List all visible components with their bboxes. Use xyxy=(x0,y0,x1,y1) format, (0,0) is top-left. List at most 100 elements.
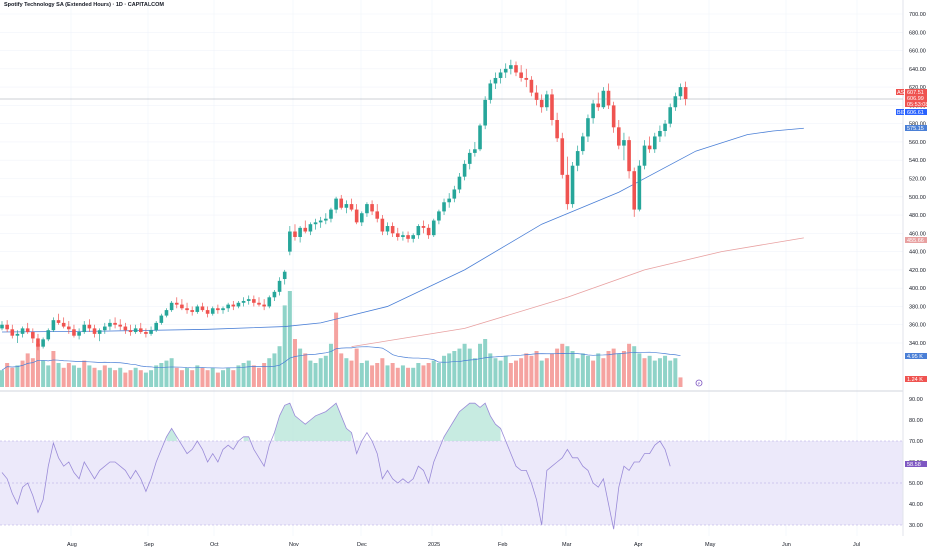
volume-bar xyxy=(544,358,549,387)
volume-bar xyxy=(51,351,56,387)
volume-bar xyxy=(215,372,220,387)
rsi-overbought-area xyxy=(274,403,352,441)
candle-body xyxy=(611,105,616,128)
volume-bar xyxy=(478,343,483,387)
volume-bar xyxy=(138,370,143,387)
candle-body xyxy=(411,235,415,239)
volume-bar xyxy=(257,367,261,387)
volume-bar xyxy=(616,353,621,387)
price-tick-label: 380.00 xyxy=(909,304,926,310)
price-tick-label: 360.00 xyxy=(909,323,926,329)
volume-bar xyxy=(663,355,668,387)
candle-body xyxy=(647,145,652,150)
volume-bar xyxy=(66,363,71,387)
volume-bar xyxy=(61,367,66,387)
candle-body xyxy=(318,220,323,223)
volume-bar xyxy=(282,305,287,387)
candle-body xyxy=(339,198,344,208)
volume-bar xyxy=(323,355,328,387)
candle-body xyxy=(288,231,292,252)
candle-body xyxy=(5,324,9,330)
candle-body xyxy=(31,332,35,339)
volume-bar xyxy=(56,363,61,387)
volume-bar xyxy=(128,370,133,387)
time-tick-label: Oct xyxy=(210,542,219,548)
candle-body xyxy=(180,304,184,309)
time-tick-label: May xyxy=(705,542,716,548)
rsi-overbought-area xyxy=(243,436,249,441)
candle-body xyxy=(241,300,246,303)
candle-body xyxy=(149,330,153,334)
volume-bar xyxy=(20,360,25,387)
candle-body xyxy=(678,87,683,97)
volume-bar xyxy=(174,367,179,387)
volume-bar xyxy=(154,365,159,387)
bid-value: 606.61 xyxy=(907,110,924,116)
rsi-tick-label: 90.00 xyxy=(909,397,923,403)
candle-body xyxy=(473,149,477,153)
volume-bar xyxy=(87,365,92,387)
volume-bar xyxy=(452,351,457,387)
volume-bar xyxy=(359,363,364,387)
volume-bar xyxy=(611,348,616,387)
volume-bar xyxy=(185,367,190,387)
price-tick-label: 680.00 xyxy=(909,30,926,36)
candle-body xyxy=(375,211,380,219)
time-tick-label: Jun xyxy=(782,542,791,548)
rsi-tick-label: 50.00 xyxy=(909,481,923,487)
time-tick-label: 2025 xyxy=(428,542,440,548)
volume-bar xyxy=(200,367,205,387)
ma50-badge: 575.15 xyxy=(905,125,927,132)
volume-bar xyxy=(318,358,323,387)
volume-bar xyxy=(46,365,51,387)
volume-bars xyxy=(0,291,683,387)
price-tick-label: 440.00 xyxy=(909,250,926,256)
time-tick-label: Feb xyxy=(498,542,507,548)
rsi-badge: 58.58 xyxy=(905,461,927,468)
candle-body xyxy=(329,209,333,219)
volume-bar xyxy=(298,348,303,387)
candle-body xyxy=(493,77,498,84)
candle-body xyxy=(545,94,549,108)
volume-bar xyxy=(77,367,82,387)
candle-body xyxy=(596,103,601,108)
price-tick-label: 660.00 xyxy=(909,49,926,55)
candle-body xyxy=(103,326,107,331)
volume-bar xyxy=(395,367,400,387)
candle-body xyxy=(164,310,169,316)
candle-body xyxy=(303,227,308,232)
candle-body xyxy=(606,90,611,106)
moving-averages xyxy=(1,127,804,348)
volume-ma-value: 4.95 K xyxy=(907,354,923,360)
rsi-tick-label: 70.00 xyxy=(909,439,923,445)
volume-bar xyxy=(25,353,30,387)
volume-bar xyxy=(472,358,477,387)
candle-body xyxy=(61,322,66,327)
volume-ma-line xyxy=(1,346,681,371)
time-tick-label: Dec xyxy=(357,542,367,548)
candle-body xyxy=(159,315,164,323)
candle-body xyxy=(575,151,580,166)
ask-badge: ASK 607.51 xyxy=(896,89,927,96)
volume-bar xyxy=(555,348,560,387)
volume-bar xyxy=(642,358,647,387)
volume-bar xyxy=(169,358,174,387)
candle-body xyxy=(467,152,472,164)
candle-body xyxy=(565,174,570,205)
candle-body xyxy=(108,322,112,327)
volume-bar xyxy=(529,355,534,387)
price-tick-label: 340.00 xyxy=(909,341,926,347)
volume-bar xyxy=(354,348,359,387)
candle-body xyxy=(313,222,318,225)
volume-bar xyxy=(287,291,292,387)
candle-body xyxy=(246,299,251,301)
price-tick-label: 580.00 xyxy=(909,122,926,128)
price-tick-label: 400.00 xyxy=(909,286,926,292)
candle-body xyxy=(534,92,539,100)
dividends-icon[interactable]: P xyxy=(695,379,703,387)
volume-bar xyxy=(370,365,375,387)
candle-body xyxy=(133,328,138,333)
candle-body xyxy=(617,127,621,146)
candle-body xyxy=(138,328,143,333)
